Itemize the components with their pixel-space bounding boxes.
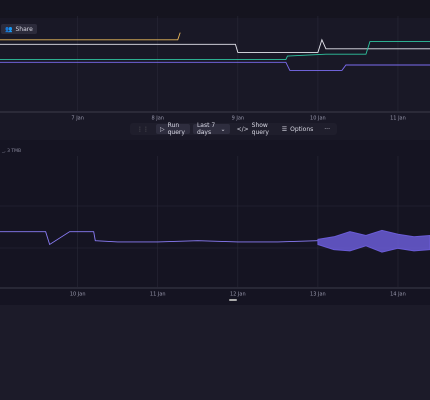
run-query[interactable]: ▷ Run query [156, 122, 190, 136]
x-tick-label: 14 Jan [390, 292, 406, 298]
icon: ▷ [160, 125, 165, 133]
show-label: Show query [251, 122, 269, 136]
run-label: Run query [167, 122, 185, 136]
band [317, 229, 430, 253]
line [0, 32, 181, 41]
top-panel [0, 18, 430, 140]
x-tick-label: 11 Jan [150, 292, 166, 298]
x-tick-label: 10 Jan [310, 116, 326, 122]
bottom-panel [0, 140, 430, 305]
share-label: Share [15, 25, 33, 33]
x-tick-label: 11 Jan [390, 116, 406, 122]
x-tick-label: 13 Jan [310, 292, 326, 298]
line [0, 61, 430, 71]
x-tick-label: 9 Jan [232, 116, 244, 122]
toolbar: ⋮⋮ ▷ Run query Last 7 days ⌄ </> Show query… [130, 122, 337, 136]
range-label: Last 7 days [196, 122, 216, 136]
top-bar [0, 0, 430, 18]
icon: 👥 [5, 25, 13, 33]
line [0, 41, 430, 61]
drag-handle[interactable]: ⋮⋮ [137, 125, 149, 133]
icon: </> [236, 125, 249, 133]
x-tick-label: 7 Jan [71, 116, 83, 122]
options-label: Options [290, 125, 314, 133]
icon: ⌄ [220, 125, 226, 133]
line [0, 38, 430, 53]
x-tick-label: 10 Jan [70, 292, 86, 298]
line [0, 231, 318, 246]
icon: ☰ [281, 125, 288, 133]
range-select[interactable]: Last 7 days ⌄ [192, 122, 230, 136]
panel-label: _, 3 TMB [2, 149, 22, 154]
share-button[interactable]: 👥 Share [1, 24, 37, 34]
x-tick-label: 8 Jan [152, 116, 164, 122]
more[interactable]: ··· [324, 125, 330, 133]
x-tick-label: 12 Jan [230, 292, 246, 298]
show-query[interactable]: </> Show query [233, 122, 275, 136]
options[interactable]: ☰ Options [278, 124, 318, 134]
resize-handle[interactable] [229, 299, 237, 301]
